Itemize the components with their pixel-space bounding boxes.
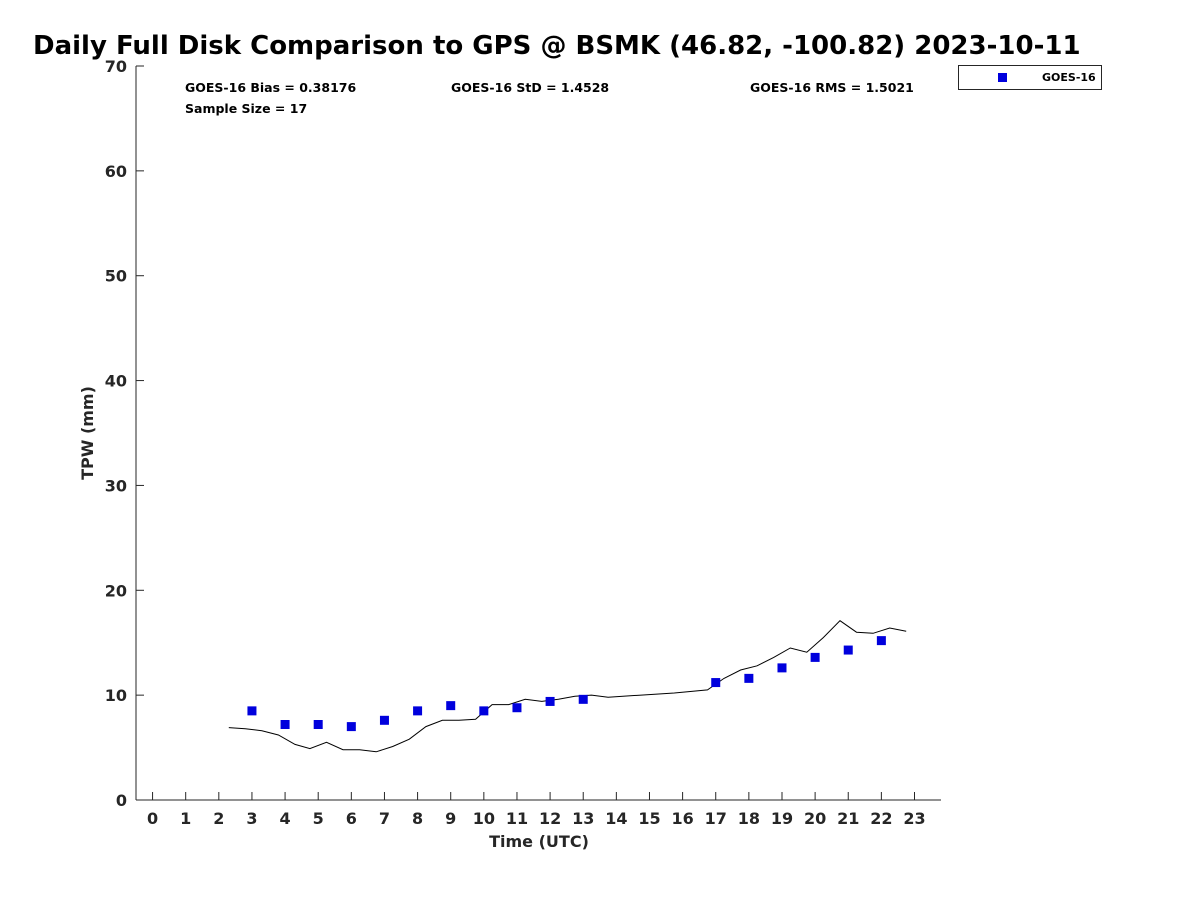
- y-tick-label: 60: [105, 162, 127, 181]
- legend-box: [958, 65, 1102, 90]
- goes16-point: [876, 636, 886, 646]
- x-tick-label: 0: [147, 809, 158, 828]
- y-axis-ticks: 0 10 20 30 40 50 60 70: [105, 57, 144, 810]
- x-tick-label: 13: [572, 809, 594, 828]
- x-tick-label: 19: [771, 809, 793, 828]
- x-tick-label: 15: [638, 809, 660, 828]
- x-tick-label: 7: [379, 809, 390, 828]
- x-tick-label: 5: [313, 809, 324, 828]
- goes16-point: [843, 645, 853, 655]
- goes16-point: [413, 706, 423, 716]
- goes16-point: [446, 701, 456, 711]
- x-tick-label: 22: [870, 809, 892, 828]
- x-tick-label: 10: [473, 809, 495, 828]
- x-tick-label: 16: [671, 809, 693, 828]
- x-tick-label: 9: [445, 809, 456, 828]
- goes16-point: [711, 678, 721, 688]
- y-tick-label: 10: [105, 686, 127, 705]
- goes16-point: [810, 652, 820, 662]
- goes16-point: [379, 715, 389, 725]
- series-layer: [228, 620, 907, 753]
- goes16-point: [777, 663, 787, 673]
- goes16-point: [313, 720, 323, 730]
- y-tick-label: 20: [105, 581, 127, 600]
- goes16-point: [247, 706, 257, 716]
- rms-annotation: GOES-16 RMS = 1.5021: [750, 80, 914, 95]
- x-tick-label: 8: [412, 809, 423, 828]
- x-tick-label: 18: [738, 809, 760, 828]
- x-tick-label: 4: [280, 809, 291, 828]
- x-tick-label: 3: [246, 809, 257, 828]
- x-tick-label: 12: [539, 809, 561, 828]
- x-tick-label: 2: [213, 809, 224, 828]
- x-tick-label: 14: [605, 809, 627, 828]
- gps-line: [228, 620, 907, 753]
- y-tick-label: 30: [105, 476, 127, 495]
- x-tick-label: 23: [903, 809, 925, 828]
- x-tick-label: 21: [837, 809, 859, 828]
- legend-label-goes16: GOES-16: [1042, 71, 1096, 84]
- goes16-point: [578, 694, 588, 704]
- y-tick-label: 50: [105, 267, 127, 286]
- goes16-point: [512, 703, 522, 713]
- sample-size-annotation: Sample Size = 17: [185, 101, 307, 116]
- chart-title: Daily Full Disk Comparison to GPS @ BSMK…: [33, 31, 1081, 61]
- x-tick-label: 20: [804, 809, 826, 828]
- legend: GOES-16: [958, 65, 1102, 90]
- goes16-point: [479, 706, 489, 716]
- goes16-point: [280, 720, 290, 730]
- x-axis-ticks: 0 1 2 3 4 5 6 7 8 9 10 11 12 13 14 15 16 17 18 19 20 21 22 23: [147, 792, 926, 828]
- y-tick-label: 70: [105, 57, 127, 76]
- x-tick-label: 11: [506, 809, 528, 828]
- std-annotation: GOES-16 StD = 1.4528: [451, 80, 609, 95]
- y-tick-label: 0: [116, 791, 127, 810]
- x-axis-label: Time (UTC): [489, 832, 589, 851]
- x-tick-label: 1: [180, 809, 191, 828]
- x-tick-label: 17: [705, 809, 727, 828]
- goes16-point: [346, 722, 356, 732]
- x-tick-label: 6: [346, 809, 357, 828]
- y-tick-label: 40: [105, 372, 127, 391]
- goes16-point: [545, 696, 555, 706]
- y-axis-label: TPW (mm): [78, 386, 97, 480]
- goes16-point: [744, 673, 754, 683]
- bias-annotation: GOES-16 Bias = 0.38176: [185, 80, 356, 95]
- legend-marker-goes16: [998, 73, 1007, 82]
